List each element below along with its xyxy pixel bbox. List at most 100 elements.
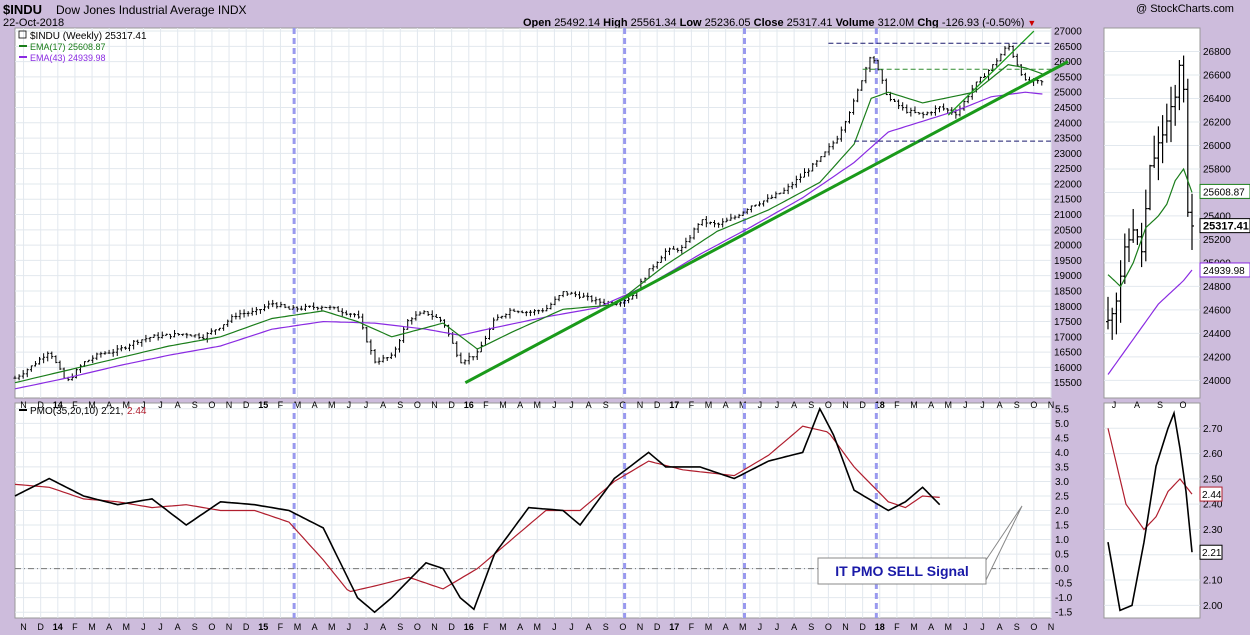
- ohlc-bar: [348, 313, 352, 318]
- price-x-tick-label: A: [312, 400, 318, 410]
- price-x-tick-label: N: [20, 400, 27, 410]
- zoom-x-tick-label: J: [1112, 400, 1117, 410]
- ohlc-bar: [811, 162, 815, 172]
- zoom-ohlc-bar: [1156, 126, 1161, 181]
- ohlc-bar: [717, 222, 721, 228]
- zoom-ohlc-bar: [1110, 307, 1115, 340]
- price-x-tick-label: 17: [669, 400, 679, 410]
- pmo-tick-label: -0.5: [1055, 579, 1073, 590]
- zoom-pmo-tag-box: [1199, 544, 1223, 560]
- pmo-tick-label: 2.5: [1055, 491, 1069, 502]
- ohlc-bar: [549, 302, 553, 310]
- price-x-tick-label: J: [158, 400, 163, 410]
- pmo-x-tick-label: M: [88, 622, 96, 632]
- steep-trend-line: [947, 30, 1035, 116]
- price-tick-label: 16000: [1054, 363, 1082, 374]
- price-x-tick-label: M: [705, 400, 713, 410]
- ohlc-bar: [365, 326, 369, 343]
- price-x-tick-label: D: [243, 400, 250, 410]
- pmo-x-tick-label: M: [945, 622, 953, 632]
- ohlc-bar: [798, 173, 802, 183]
- price-x-tick-label: 15: [258, 400, 268, 410]
- ohlc-bar: [860, 80, 864, 91]
- ohlc-bar: [541, 308, 545, 313]
- ohlc-bar: [516, 310, 520, 314]
- ohlc-bar: [152, 334, 156, 338]
- ohlc-bar: [790, 181, 794, 190]
- zoom-pmo-tick-label: 2.60: [1203, 449, 1223, 460]
- pmo-x-tick-label: D: [243, 622, 250, 632]
- ohlc-bar: [496, 314, 500, 321]
- price-x-tick-label: S: [603, 400, 609, 410]
- ema17-line: [14, 64, 1043, 384]
- ohlc-bar: [925, 111, 929, 116]
- price-tick-label: 15500: [1054, 378, 1082, 389]
- ohlc-bar: [663, 248, 667, 261]
- price-x-tick-label: N: [1048, 400, 1055, 410]
- ohlc-bar: [242, 309, 246, 318]
- price-tick-label: 16500: [1054, 348, 1082, 359]
- ohlc-bar: [21, 370, 25, 379]
- zoom-ohlc-bar: [1127, 228, 1131, 263]
- pmo-x-tick-label: J: [158, 622, 163, 632]
- ohlc-bar: [909, 107, 913, 117]
- zoom-pmo-tick-label: 2.70: [1203, 424, 1223, 435]
- pmo-tick-label: 5.5: [1055, 404, 1069, 415]
- ohlc-bar: [831, 140, 835, 150]
- callout-text: IT PMO SELL Signal: [835, 563, 969, 579]
- ohlc-bar: [246, 311, 250, 317]
- zoom-price-tick-label: 24800: [1203, 282, 1231, 293]
- ohlc-bar: [933, 105, 937, 116]
- ohlc-bar: [774, 191, 778, 199]
- ohlc-bar: [107, 349, 111, 354]
- price-x-tick-label: J: [552, 400, 557, 410]
- ohlc-bar: [995, 58, 999, 67]
- legend-ema43: EMA(43) 24939.98: [30, 53, 106, 63]
- ohlc-bar: [328, 305, 332, 310]
- price-x-tick-label: O: [208, 400, 215, 410]
- price-x-tick-label: F: [894, 400, 900, 410]
- ohlc-bar: [753, 204, 757, 207]
- ohlc-bar: [177, 333, 181, 336]
- pmo-tick-label: 4.5: [1055, 433, 1069, 444]
- ohlc-bar: [573, 291, 577, 298]
- ohlc-bar: [962, 100, 966, 111]
- ohlc-bar: [271, 299, 275, 308]
- price-x-tick-label: O: [414, 400, 421, 410]
- pmo-x-tick-label: N: [1048, 622, 1055, 632]
- pmo-tick-label: -1.5: [1055, 608, 1073, 619]
- zoom-ohlc-bar: [1164, 103, 1169, 143]
- zoom-price-tick-label: 26000: [1203, 141, 1231, 152]
- price-tick-label: 23500: [1054, 134, 1082, 145]
- price-tick-label: 25500: [1054, 72, 1082, 83]
- pmo-x-tick-label: D: [37, 622, 44, 632]
- ohlc-bar: [287, 305, 291, 310]
- ohlc-bar: [377, 357, 381, 365]
- price-tick-label: 20000: [1054, 241, 1082, 252]
- price-x-tick-label: F: [72, 400, 78, 410]
- zoom-ohlc-bar: [1148, 164, 1152, 211]
- ema43-line: [14, 91, 1043, 390]
- ohlc-bar: [676, 247, 680, 253]
- ohlc-bar: [74, 367, 78, 379]
- chart-name: Dow Jones Industrial Average INDX: [56, 3, 247, 17]
- ohlc-bar: [50, 351, 54, 359]
- ohlc-bar: [185, 332, 189, 339]
- ohlc-bar: [332, 306, 336, 310]
- copyright: @ StockCharts.com: [1136, 3, 1234, 15]
- ohlc-bar: [189, 334, 193, 337]
- ohlc-bar: [46, 351, 50, 362]
- price-x-tick-label: M: [739, 400, 747, 410]
- price-x-tick-label: N: [842, 400, 849, 410]
- zoom-ema17-tag-box: [1199, 183, 1250, 199]
- ohlc-bar: [942, 103, 946, 111]
- price-x-tick-label: 18: [875, 400, 885, 410]
- ohlc-bar: [422, 310, 426, 315]
- ohlc-bar: [209, 328, 213, 335]
- ohlc-bar: [524, 310, 528, 317]
- ohlc-bar: [54, 355, 58, 364]
- pmo-x-tick-label: N: [637, 622, 644, 632]
- price-x-tick-label: O: [825, 400, 832, 410]
- pmo-x-tick-label: F: [278, 622, 284, 632]
- pmo-tick-label: 3.5: [1055, 462, 1069, 473]
